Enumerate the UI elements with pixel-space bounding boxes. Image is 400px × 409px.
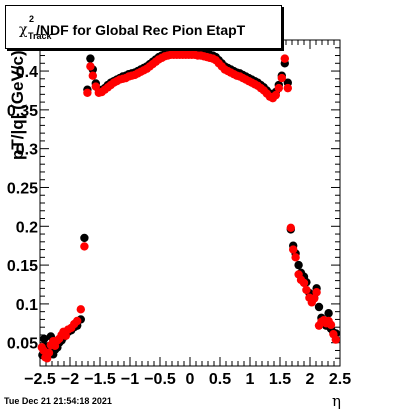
red-data-point bbox=[80, 242, 89, 251]
x-tick-label: 2.5 bbox=[329, 371, 351, 388]
y-axis-label: pT/|q| (GeV/c) bbox=[8, 50, 27, 160]
x-tick-label: 2 bbox=[306, 371, 315, 388]
title-chi-symbol: χ bbox=[19, 22, 28, 38]
red-data-point bbox=[286, 223, 295, 233]
red-data-point bbox=[44, 348, 54, 358]
x-tick-label: 0.5 bbox=[209, 371, 231, 388]
red-data-point bbox=[274, 83, 283, 93]
red-data-point bbox=[289, 245, 298, 254]
timestamp-footer: Tue Dec 21 21:54:18 2021 bbox=[4, 396, 112, 406]
red-data-point bbox=[83, 88, 92, 97]
y-tick-label: 0.4 bbox=[16, 64, 38, 81]
x-tick-label: 0 bbox=[186, 371, 195, 388]
red-data-point bbox=[73, 316, 82, 326]
red-data-point bbox=[88, 71, 98, 80]
x-tick-label: 1 bbox=[246, 371, 255, 388]
red-data-point bbox=[91, 82, 101, 91]
title-subscript: Track bbox=[28, 31, 52, 41]
y-tick-label: 0.05 bbox=[7, 336, 38, 353]
red-data-point bbox=[302, 285, 311, 295]
x-axis-label: η bbox=[332, 392, 341, 409]
y-tick-label: 0.35 bbox=[7, 103, 38, 120]
x-tick-label: 1.5 bbox=[269, 371, 291, 388]
x-tick-label: −2.5 bbox=[24, 371, 56, 388]
y-tick-label: 0.3 bbox=[16, 142, 38, 159]
red-data-point bbox=[283, 83, 292, 93]
black-data-point bbox=[40, 334, 49, 344]
black-data-point bbox=[86, 54, 95, 63]
red-data-point bbox=[280, 54, 289, 63]
red-data-point bbox=[86, 62, 95, 71]
red-data-point bbox=[326, 320, 336, 330]
red-data-point bbox=[291, 253, 300, 262]
red-data-point bbox=[76, 305, 86, 314]
black-data-point bbox=[314, 302, 324, 312]
tick-labels: −2.5 −2 −1.5 −1 −0.5 0 0.5 1 1.5 2 2.5 0.05 0.1 0.15 0… bbox=[7, 64, 351, 388]
black-data-point bbox=[294, 260, 303, 270]
y-tick-label: 0.25 bbox=[7, 180, 38, 197]
red-data-point bbox=[271, 90, 280, 100]
x-tick-label: −1.5 bbox=[84, 371, 116, 388]
x-tick-label: −2 bbox=[61, 371, 79, 388]
y-tick-label: 0.2 bbox=[16, 219, 38, 236]
y-tick-label: 0.1 bbox=[16, 297, 38, 314]
data-points bbox=[37, 48, 340, 363]
chart-title: /NDF for Global Rec Pion EtapT bbox=[36, 22, 246, 38]
title-superscript: 2 bbox=[29, 14, 35, 24]
x-tick-label: −0.5 bbox=[144, 371, 176, 388]
red-data-point bbox=[299, 278, 309, 288]
x-tick-label: −1 bbox=[121, 371, 139, 388]
black-data-point bbox=[324, 309, 333, 318]
black-data-point bbox=[80, 233, 89, 243]
chart-title-box: χ 2 Track /NDF for Global Rec Pion EtapT bbox=[5, 5, 282, 49]
y-tick-label: 0.15 bbox=[7, 258, 38, 275]
red-data-point bbox=[312, 288, 321, 297]
red-data-point bbox=[277, 73, 286, 83]
red-data-point bbox=[331, 335, 340, 344]
